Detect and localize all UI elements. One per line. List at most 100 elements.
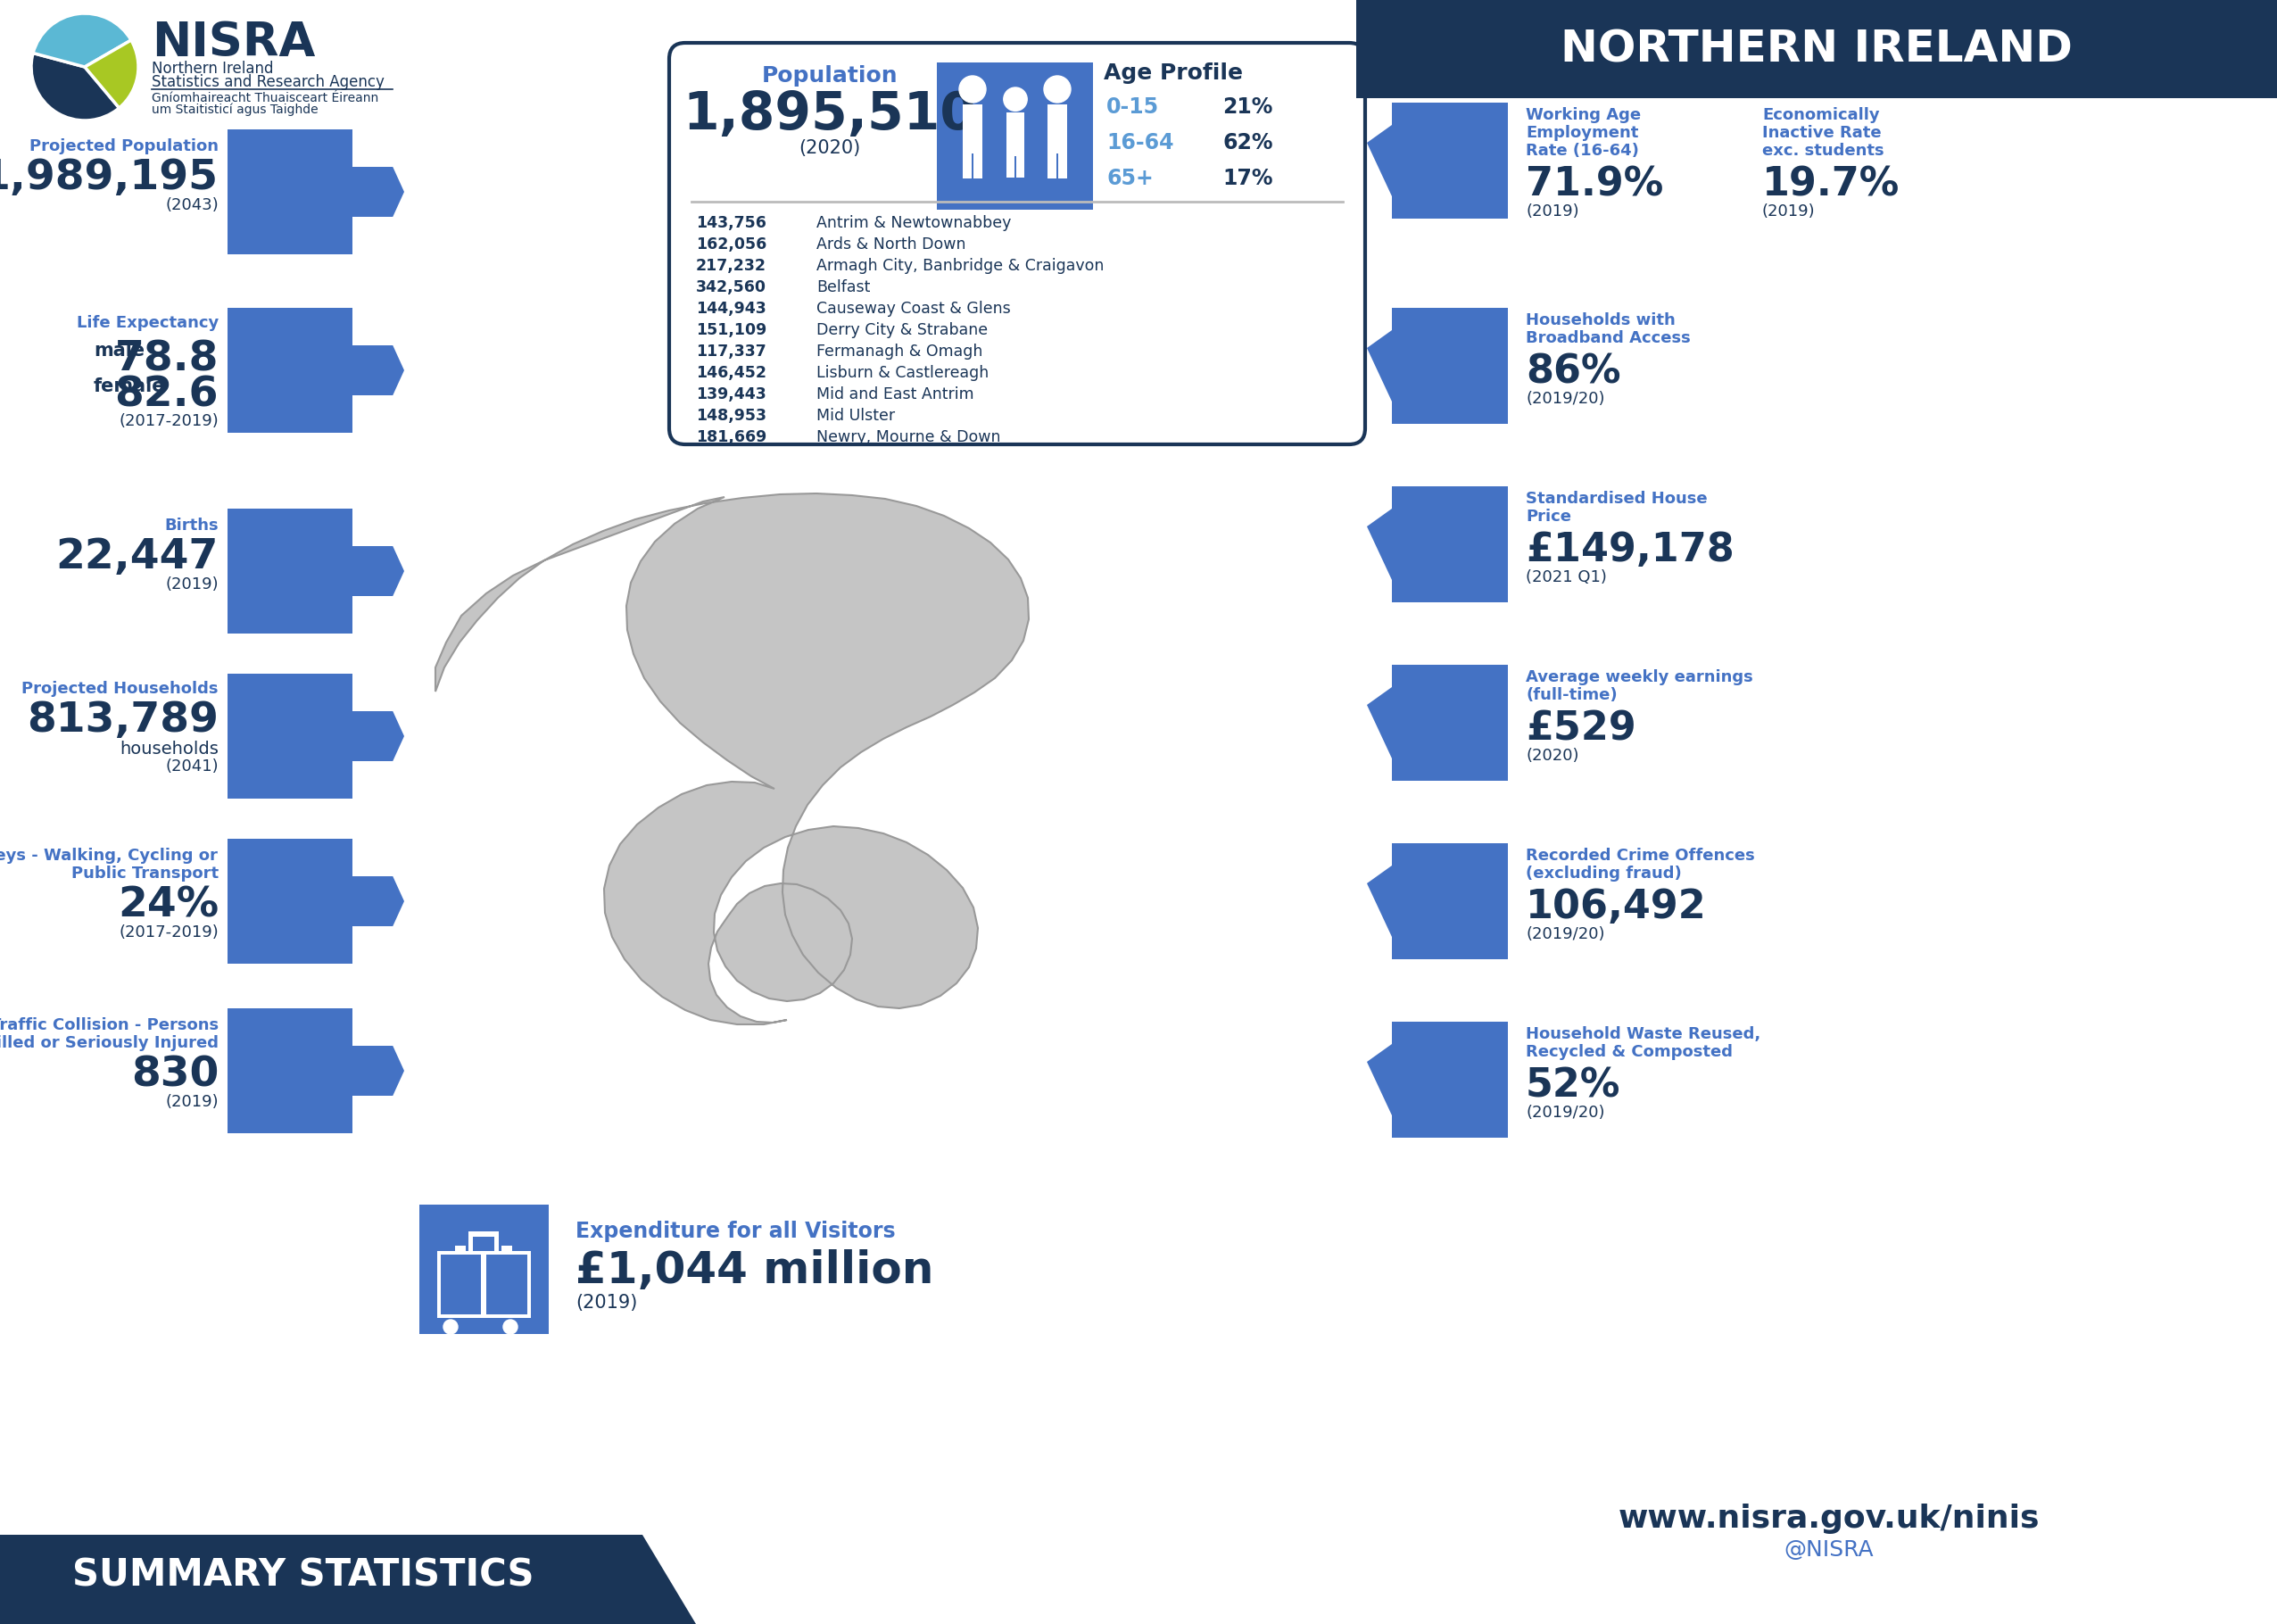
Text: 78.8: 78.8 — [114, 339, 219, 380]
Text: SUMMARY STATISTICS: SUMMARY STATISTICS — [73, 1556, 535, 1593]
Bar — [963, 104, 981, 154]
Text: Killed or Seriously Injured: Killed or Seriously Injured — [0, 1034, 219, 1051]
Text: Causeway Coast & Glens: Causeway Coast & Glens — [817, 300, 1011, 317]
Bar — [469, 1231, 474, 1250]
Bar — [228, 508, 353, 633]
Text: Price: Price — [1526, 508, 1571, 525]
Bar — [1059, 154, 1068, 179]
Text: 17%: 17% — [1223, 167, 1273, 188]
Circle shape — [1004, 88, 1027, 110]
Text: Projected Population: Projected Population — [30, 138, 219, 154]
Text: 342,560: 342,560 — [697, 279, 767, 296]
Polygon shape — [642, 1535, 697, 1624]
Bar — [963, 154, 972, 179]
Circle shape — [1043, 76, 1070, 102]
Wedge shape — [32, 54, 118, 120]
Text: Road Traffic Collision - Persons: Road Traffic Collision - Persons — [0, 1017, 219, 1033]
Polygon shape — [353, 167, 405, 218]
Text: NISRA: NISRA — [153, 19, 314, 67]
Text: Recorded Crime Offences: Recorded Crime Offences — [1526, 848, 1756, 864]
Bar — [1391, 664, 1507, 781]
Text: Standardised House: Standardised House — [1526, 490, 1708, 507]
Text: Public Transport: Public Transport — [71, 866, 219, 882]
Wedge shape — [84, 41, 139, 107]
Bar — [975, 154, 981, 179]
Text: 82.6: 82.6 — [114, 375, 219, 414]
Bar — [1391, 486, 1507, 603]
Text: Journeys - Walking, Cycling or: Journeys - Walking, Cycling or — [0, 848, 219, 864]
Polygon shape — [1366, 866, 1391, 937]
Text: NORTHERN IRELAND: NORTHERN IRELAND — [1560, 28, 2072, 70]
Bar — [1391, 309, 1507, 424]
Text: exc. students: exc. students — [1762, 143, 1883, 159]
Text: Life Expectancy: Life Expectancy — [77, 315, 219, 331]
Polygon shape — [1366, 125, 1391, 197]
Text: Ards & North Down: Ards & North Down — [817, 237, 965, 252]
Circle shape — [503, 1320, 517, 1333]
Text: @NISRA: @NISRA — [1785, 1540, 1874, 1561]
Bar — [455, 1246, 467, 1255]
Text: Households with: Households with — [1526, 312, 1676, 328]
Bar — [494, 1231, 499, 1250]
Text: (full-time): (full-time) — [1526, 687, 1617, 703]
Text: households: households — [121, 741, 219, 757]
Text: Northern Ireland: Northern Ireland — [153, 60, 273, 76]
Text: Antrim & Newtownabbey: Antrim & Newtownabbey — [817, 214, 1011, 231]
Bar — [1357, 0, 2277, 97]
Polygon shape — [1366, 1044, 1391, 1116]
Text: 813,789: 813,789 — [27, 700, 219, 741]
Bar — [480, 1250, 487, 1319]
Text: 22,447: 22,447 — [57, 538, 219, 577]
Wedge shape — [34, 13, 132, 67]
Text: Age Profile: Age Profile — [1104, 62, 1243, 84]
Text: 1,895,510: 1,895,510 — [683, 89, 977, 140]
Bar — [0, 1535, 642, 1624]
Text: 106,492: 106,492 — [1526, 888, 1708, 926]
Polygon shape — [1366, 330, 1391, 401]
Text: 19.7%: 19.7% — [1762, 166, 1899, 203]
Polygon shape — [1366, 687, 1391, 758]
Text: (2041): (2041) — [166, 758, 219, 775]
Text: (2019): (2019) — [166, 577, 219, 593]
Text: Projected Households: Projected Households — [23, 680, 219, 697]
Bar — [1016, 156, 1025, 179]
Text: Population: Population — [763, 65, 897, 86]
Bar — [1006, 156, 1016, 179]
Bar — [228, 674, 353, 799]
Bar — [1391, 102, 1507, 219]
Text: (2017-2019): (2017-2019) — [118, 412, 219, 429]
Text: 830: 830 — [130, 1054, 219, 1095]
Text: 62%: 62% — [1223, 132, 1273, 154]
Text: 151,109: 151,109 — [697, 322, 767, 338]
Bar — [1006, 112, 1025, 156]
Text: Gníomhaireacht Thuaisceart Éireann: Gníomhaireacht Thuaisceart Éireann — [153, 93, 378, 104]
Text: 117,337: 117,337 — [697, 344, 767, 359]
Text: £529: £529 — [1526, 710, 1637, 747]
Bar — [228, 1009, 353, 1134]
Bar — [469, 1231, 499, 1237]
Text: 71.9%: 71.9% — [1526, 166, 1664, 203]
Text: 24%: 24% — [118, 885, 219, 926]
Text: (2019/20): (2019/20) — [1526, 391, 1605, 408]
Text: Armagh City, Banbridge & Craigavon: Armagh City, Banbridge & Craigavon — [817, 258, 1104, 274]
Polygon shape — [1357, 0, 1428, 97]
Text: (2020): (2020) — [1526, 747, 1578, 763]
Bar — [1047, 104, 1068, 154]
Bar — [1391, 843, 1507, 960]
Text: Inactive Rate: Inactive Rate — [1762, 125, 1881, 141]
Text: Fermanagh & Omagh: Fermanagh & Omagh — [817, 344, 984, 359]
Text: Broadband Access: Broadband Access — [1526, 330, 1690, 346]
Bar — [936, 62, 1093, 209]
Text: 52%: 52% — [1526, 1067, 1621, 1104]
Text: (2019): (2019) — [166, 1095, 219, 1111]
Text: £149,178: £149,178 — [1526, 531, 1735, 570]
Text: Belfast: Belfast — [817, 279, 870, 296]
Text: 16-64: 16-64 — [1107, 132, 1173, 154]
Circle shape — [444, 1320, 458, 1333]
Text: Mid Ulster: Mid Ulster — [817, 408, 895, 424]
Polygon shape — [353, 346, 405, 395]
Bar — [501, 1246, 512, 1255]
Text: Economically: Economically — [1762, 107, 1879, 123]
Bar — [228, 309, 353, 432]
Text: (2019/20): (2019/20) — [1526, 1104, 1605, 1121]
